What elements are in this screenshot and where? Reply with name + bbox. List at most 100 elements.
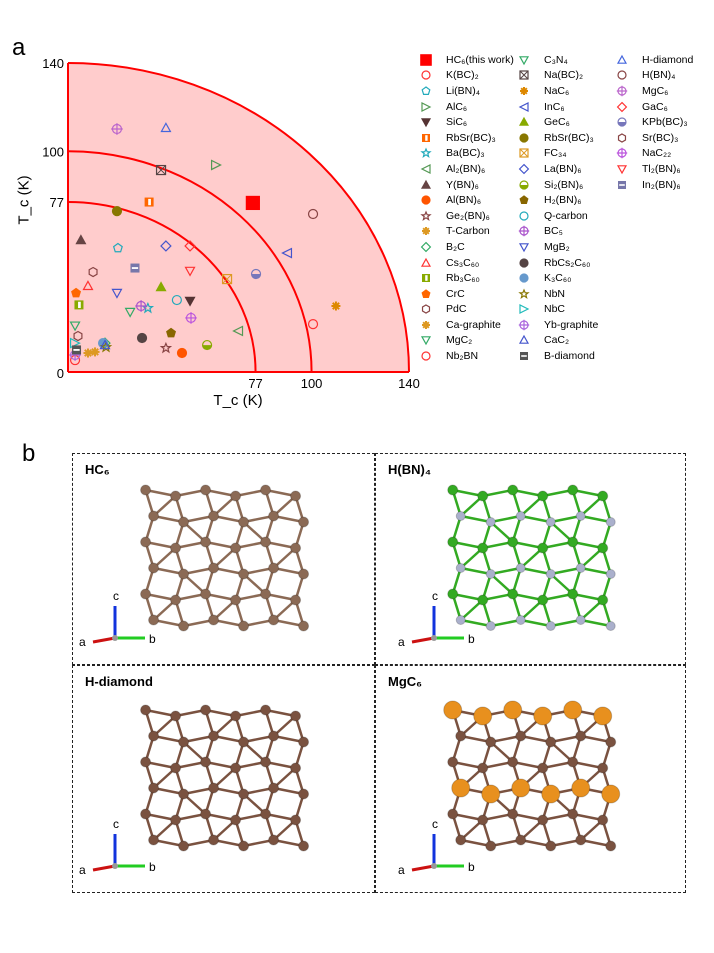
data-point [160, 240, 172, 252]
legend-label: RbSr(BC)₃ [446, 131, 496, 144]
legend-item: Tl₂(BN)₆ [614, 161, 693, 177]
legend-label: Ge₂(BN)₆ [446, 209, 490, 222]
axis-label-c: c [113, 817, 119, 831]
atoms [447, 484, 616, 631]
legend-marker-icon [518, 226, 530, 237]
legend-marker-icon [616, 101, 628, 112]
data-point [201, 339, 213, 351]
data-point [307, 208, 319, 220]
legend-item: Cs₃C₆₀ [418, 255, 514, 271]
structure-title: H-diamond [85, 674, 153, 689]
data-point [144, 197, 154, 207]
legend-item: K₃C₆₀ [516, 270, 598, 286]
legend-item: Y(BN)₆ [418, 177, 514, 193]
data-point [135, 300, 147, 312]
structure-title: HC₆ [85, 462, 110, 477]
legend-item: Yb-graphite [516, 317, 598, 333]
data-point [245, 195, 260, 211]
legend-item: K(BC)₂ [418, 68, 514, 84]
legend-marker-icon [420, 163, 431, 174]
legend-marker-icon [421, 86, 431, 95]
data-point [69, 321, 81, 332]
legend-label: NbC [544, 303, 566, 316]
legend-item: NaC₂₂ [614, 146, 693, 162]
legend-label: SiC₆ [446, 116, 468, 129]
legend-label: Li(BN)₄ [446, 84, 481, 97]
crystal-structure: c a b [79, 484, 310, 649]
legend-label: AlC₆ [446, 100, 468, 113]
legend-item: In₂(BN)₆ [614, 177, 693, 193]
legend-marker-icon [420, 241, 432, 253]
legend-marker-icon [420, 210, 432, 221]
legend-item: InC₆ [516, 99, 598, 115]
legend-marker-icon [616, 85, 628, 97]
legend-label: HC₆(this work) [446, 53, 514, 66]
legend-label: Na(BC)₂ [544, 69, 584, 82]
legend-label: H₂(BN)₆ [544, 194, 582, 207]
legend-marker-icon [519, 70, 529, 80]
legend-marker-icon [421, 288, 431, 298]
data-point [250, 268, 262, 280]
data-point [331, 301, 341, 311]
legend-label: Al(BN)₆ [446, 194, 482, 207]
arc-100 [67, 150, 313, 373]
legend-label: PdC [446, 303, 467, 316]
structure-panel: MgC₆ c a b [375, 665, 686, 893]
legend-item: Ba(BC)₃ [418, 146, 514, 162]
axis-label-a: a [79, 863, 86, 877]
legend-label: Yb-graphite [544, 318, 599, 331]
legend-item: H₂(BN)₆ [516, 192, 598, 208]
axis-label-b: b [468, 632, 475, 646]
legend-marker-icon [420, 336, 432, 346]
legend-label: T-Carbon [446, 225, 490, 238]
data-point [88, 266, 98, 278]
legend-label: NaC₆ [544, 84, 570, 97]
legend-marker-icon [618, 180, 626, 189]
data-point [72, 345, 82, 355]
legend-marker-icon [422, 320, 430, 329]
legend-marker-icon [420, 53, 432, 66]
axis-label-a: a [79, 635, 86, 649]
legend-item: H(BN)₄ [614, 68, 693, 84]
y-axis-label: T_c (K) [15, 175, 33, 225]
legend-label: Si₂(BN)₆ [544, 178, 584, 191]
legend-marker-icon [518, 319, 530, 331]
atoms [140, 484, 310, 632]
legend-marker-icon [420, 257, 432, 267]
legend-label: H(BN)₄ [642, 69, 676, 82]
data-point [184, 240, 196, 252]
data-point [155, 164, 167, 176]
legend-label: InC₆ [544, 100, 565, 113]
data-point [232, 325, 244, 337]
legend-marker-icon [421, 195, 431, 205]
crystal-structure: c a b [398, 700, 621, 877]
legend-marker-icon [519, 211, 529, 221]
tc-scatter-chart: 77 100 140 0 77 100 140 [42, 56, 420, 391]
data-point [83, 348, 93, 358]
legend-item: RbSr(BC)₃ [516, 130, 598, 146]
legend-item: NbC [516, 302, 598, 318]
legend-label: RbSr(BC)₃ [544, 131, 594, 144]
panel-label-b: b [22, 440, 36, 467]
legend-item: T-Carbon [418, 224, 514, 240]
legend-label: B-diamond [544, 350, 595, 363]
data-point [111, 123, 123, 135]
legend-label: Q-carbon [544, 209, 588, 222]
x-tick-label: 77 [248, 376, 262, 391]
legend-item: SiC₆ [418, 114, 514, 130]
legend-marker-icon [421, 101, 432, 112]
legend-marker-icon [518, 116, 530, 126]
legend-item: Ge₂(BN)₆ [418, 208, 514, 224]
axis-triad: c a b [398, 817, 475, 877]
axis-label-c: c [432, 817, 438, 831]
legend-label: GaC₆ [642, 100, 668, 113]
legend-item: MgB₂ [516, 239, 598, 255]
arc-140 [67, 62, 410, 373]
legend-item: Ca-graphite [418, 317, 514, 333]
x-tick-label: 100 [301, 376, 323, 391]
legend-label: Y(BN)₆ [446, 178, 479, 191]
legend-item: MgC₆ [614, 83, 693, 99]
legend-label: H-diamond [642, 53, 694, 66]
legend-label: BC₅ [544, 225, 563, 238]
